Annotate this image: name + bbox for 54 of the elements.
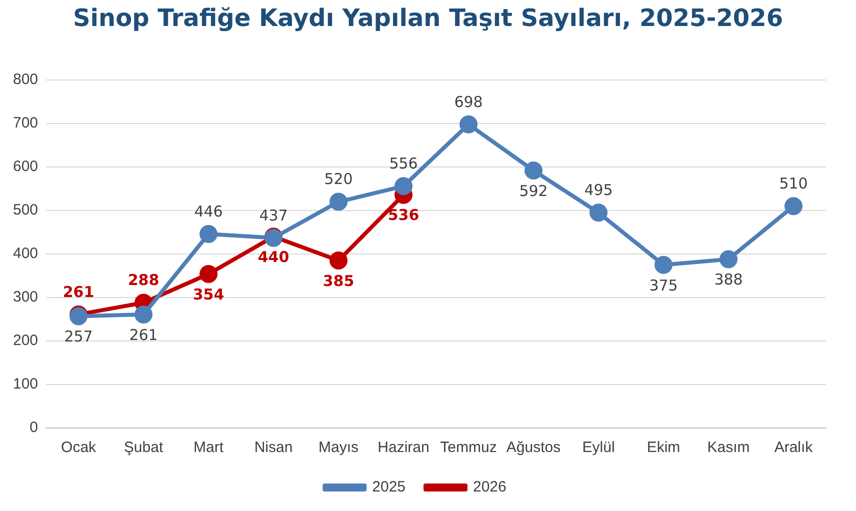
data-label: 556 xyxy=(389,154,418,173)
legend-label: 2026 xyxy=(473,478,506,496)
data-label: 495 xyxy=(584,181,613,200)
point xyxy=(394,177,413,196)
data-label: 385 xyxy=(322,272,354,290)
chart-title: Sinop Trafiğe Kaydı Yapılan Taşıt Sayıları, 2025-2026 xyxy=(72,4,784,32)
data-label: 592 xyxy=(519,182,548,200)
x-tick-label: Haziran xyxy=(378,439,430,456)
x-tick-label: Aralık xyxy=(774,439,814,456)
point xyxy=(720,250,738,268)
x-tick-label: Nisan xyxy=(254,439,293,456)
y-tick-label: 600 xyxy=(12,158,38,176)
data-label: 446 xyxy=(194,202,223,220)
x-tick-label: Temmuz xyxy=(440,439,497,456)
data-label: 261 xyxy=(62,282,94,301)
y-tick-label: 0 xyxy=(30,419,38,436)
data-label: 520 xyxy=(324,170,353,188)
point xyxy=(460,115,478,134)
x-tick-label: Şubat xyxy=(124,439,164,456)
point xyxy=(134,305,153,324)
data-label: 288 xyxy=(128,271,160,290)
y-tick-label: 500 xyxy=(12,202,38,219)
x-tick-label: Mart xyxy=(194,439,224,456)
y-tick-label: 200 xyxy=(12,332,38,350)
data-label: 261 xyxy=(129,326,158,344)
data-label: 536 xyxy=(388,206,420,224)
data-label: 388 xyxy=(714,270,743,289)
point xyxy=(330,192,348,211)
point xyxy=(590,204,608,222)
x-tick-label: Mayıs xyxy=(318,439,359,456)
legend-label: 2025 xyxy=(372,478,406,496)
point xyxy=(200,224,218,243)
y-tick-label: 400 xyxy=(12,245,38,262)
point xyxy=(524,161,543,180)
x-tick-label: Ekim xyxy=(646,439,680,456)
y-tick-label: 100 xyxy=(12,376,38,393)
data-label: 440 xyxy=(258,248,290,266)
x-tick-label: Ağustos xyxy=(506,439,561,456)
data-label: 257 xyxy=(64,328,93,346)
y-tick-label: 300 xyxy=(12,288,38,306)
y-tick-label: 700 xyxy=(12,114,38,132)
y-tick-label: 800 xyxy=(12,71,38,88)
point xyxy=(200,265,218,284)
data-label: 354 xyxy=(192,285,224,304)
data-label: 375 xyxy=(649,276,678,294)
x-tick-label: Ocak xyxy=(61,439,97,456)
point xyxy=(330,252,348,270)
data-label: 510 xyxy=(779,174,808,193)
point xyxy=(784,197,802,216)
data-label: 698 xyxy=(454,92,483,111)
data-label: 437 xyxy=(259,206,288,224)
x-tick-label: Eylül xyxy=(582,439,615,456)
x-tick-label: Kasım xyxy=(707,439,750,456)
point xyxy=(654,256,673,274)
